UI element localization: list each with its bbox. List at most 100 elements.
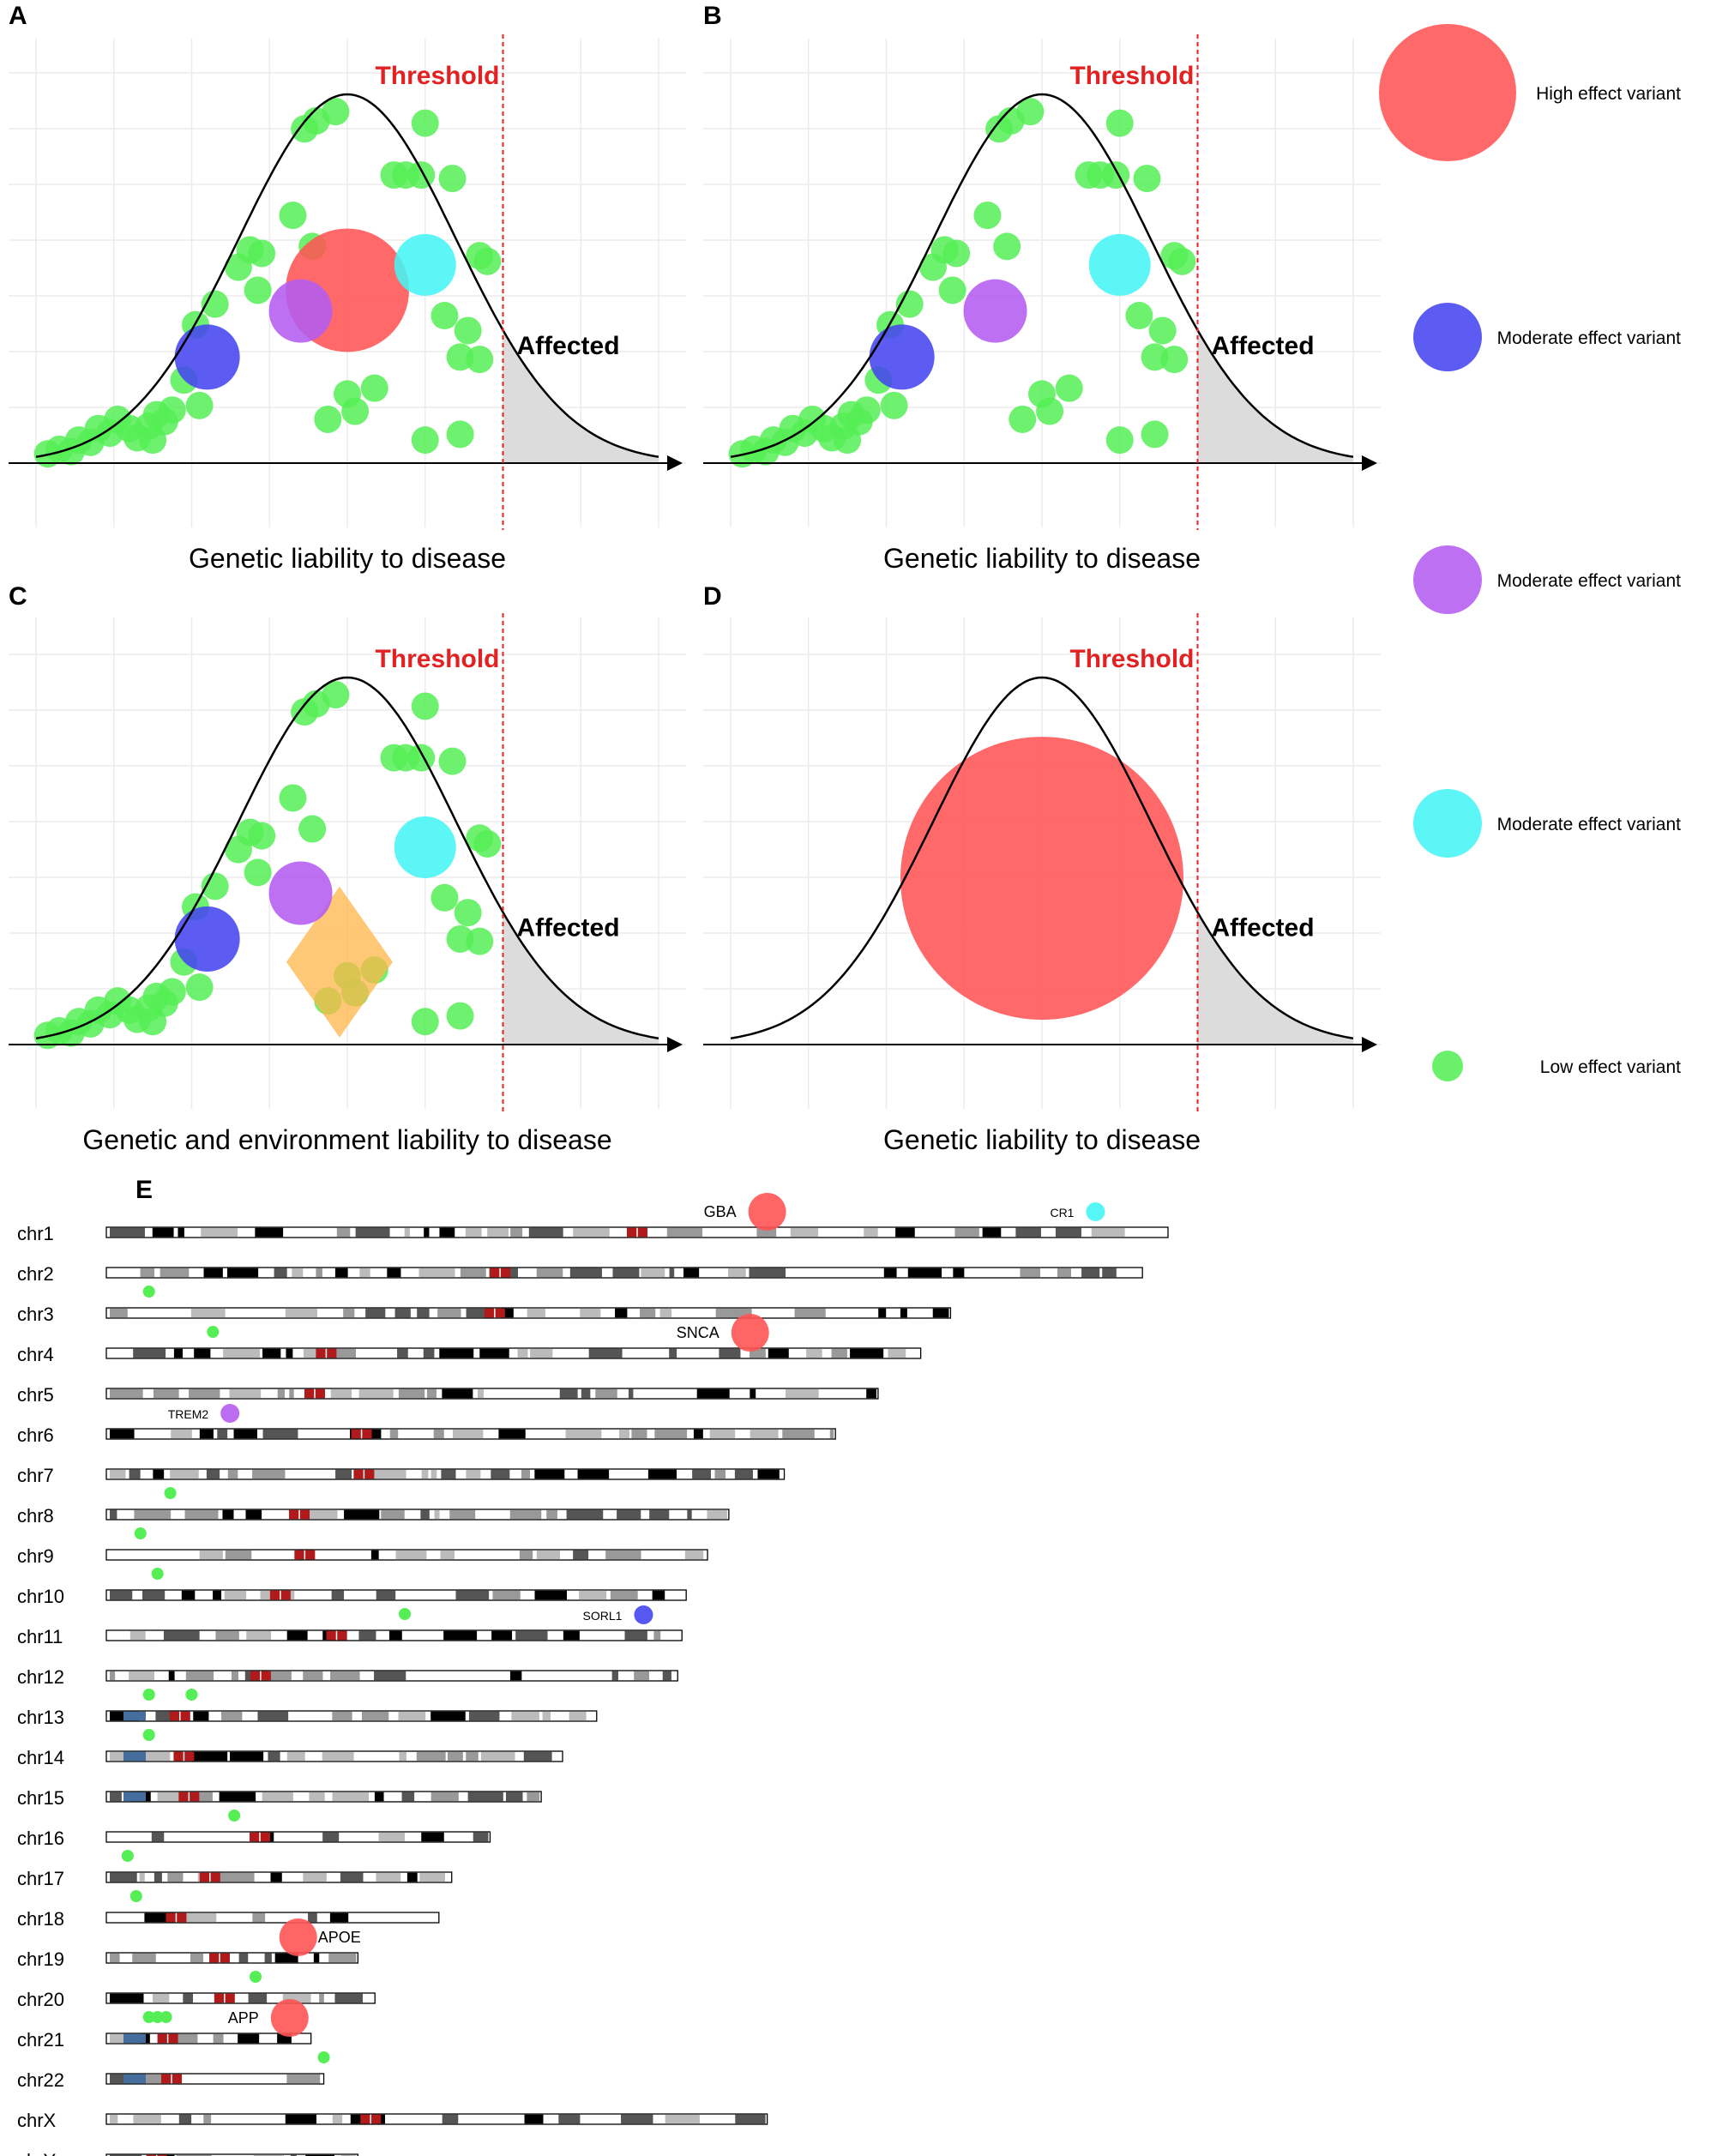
chromosome-band xyxy=(434,1509,440,1520)
chromosome-chr21: chr21 xyxy=(17,2029,312,2051)
chromosome-band xyxy=(285,1308,318,1318)
chromosome-band xyxy=(129,1469,141,1479)
chromosome-label: chr5 xyxy=(17,1384,54,1406)
chromosome-band xyxy=(785,1388,819,1399)
chromosome-band xyxy=(374,1792,384,1802)
low-effect-gene-marker xyxy=(151,1568,164,1580)
chromosome-band xyxy=(715,1308,752,1318)
chromosome-band xyxy=(466,1751,479,1762)
chromosome-label: chr6 xyxy=(17,1424,54,1446)
chromosome-band xyxy=(669,1348,677,1358)
chromosome-band xyxy=(653,1630,661,1641)
threshold-label: Threshold xyxy=(1069,62,1194,90)
chromosome-band xyxy=(404,1227,410,1238)
chromosome-label: chr1 xyxy=(17,1223,54,1244)
low-effect-variant-dot xyxy=(158,978,186,1006)
chromosome-band xyxy=(399,1751,406,1762)
chromosome-band xyxy=(418,1268,455,1278)
affected-label: Affected xyxy=(517,914,620,942)
chromosome-band xyxy=(255,1227,284,1238)
chromosome-band xyxy=(191,1751,228,1762)
chromosome-band xyxy=(110,1590,133,1600)
chromosome-band xyxy=(719,1348,741,1358)
chromosome-chr1: chr1 xyxy=(17,1223,1169,1244)
chromosome-band xyxy=(524,2114,544,2124)
affected-tail-area xyxy=(503,330,659,463)
gene-sorl1: SORL1 xyxy=(583,1605,653,1624)
chromosome-band xyxy=(449,1509,476,1520)
chromosome-band xyxy=(173,1348,184,1358)
chromosome-band xyxy=(154,1872,162,1882)
gene-label: APP xyxy=(228,2009,259,2027)
chromosome-band xyxy=(790,1227,819,1238)
chromosome-band xyxy=(238,1953,249,1963)
chromosome-label: chr12 xyxy=(17,1666,64,1688)
chromosome-band xyxy=(319,1993,324,2003)
panel-letter: C xyxy=(9,582,27,611)
gene-marker xyxy=(731,1314,769,1352)
chromosome-band xyxy=(332,2114,343,2124)
chromosome-band xyxy=(186,1912,217,1923)
chromosome-band xyxy=(528,1227,563,1238)
low-effect-variant-dot xyxy=(1105,109,1134,137)
low-effect-variant-dot xyxy=(185,973,214,1002)
purple-effect-variant xyxy=(268,279,333,343)
affected-tail-area xyxy=(503,912,659,1045)
legend-item: Moderate effect variant xyxy=(1413,789,1681,858)
chromosome-band xyxy=(277,2033,292,2044)
chromosome-band xyxy=(696,1388,730,1399)
chromosome-band xyxy=(621,2114,653,2124)
low-effect-variant-dot xyxy=(411,109,439,137)
low-effect-variant-dot xyxy=(314,405,342,433)
chromosome-band xyxy=(153,1993,170,2003)
low-effect-variant-dot xyxy=(834,426,862,455)
low-effect-variant-dot xyxy=(322,681,350,709)
chromosome-band xyxy=(257,1711,289,1721)
gene-label: SNCA xyxy=(677,1324,720,1341)
gene-marker xyxy=(748,1193,786,1231)
gene-label: GBA xyxy=(704,1203,737,1220)
chromosome-band xyxy=(286,2074,321,2084)
chromosome-band xyxy=(527,1308,545,1318)
chromosome-band xyxy=(517,1348,528,1358)
redbig-effect-variant xyxy=(900,737,1183,1021)
low-effect-gene-marker xyxy=(250,1971,262,1983)
chromosome-band xyxy=(336,1227,351,1238)
chromosome-chr18: chr18 xyxy=(17,1908,440,1930)
low-effect-variant-dot xyxy=(279,202,307,230)
low-effect-variant-dot xyxy=(158,396,186,425)
chromosome-band xyxy=(491,1469,510,1479)
chromosome-band xyxy=(749,1268,786,1278)
chromosome-chr9: chr9 xyxy=(17,1545,708,1567)
low-effect-gene-marker xyxy=(142,2011,155,2023)
chromosome-band xyxy=(217,1429,228,1439)
chromosome-band xyxy=(330,1388,352,1399)
chromosome-band xyxy=(515,1630,548,1641)
chromosome-band xyxy=(683,1268,700,1278)
chromosome-band xyxy=(110,1227,145,1238)
low-effect-gene-marker xyxy=(160,2011,172,2023)
chromosome-label: chr2 xyxy=(17,1263,54,1285)
chromosome-band xyxy=(316,1268,322,1278)
chromosome-band xyxy=(376,1590,396,1600)
chromosome-band xyxy=(153,1469,165,1479)
chromosome-band xyxy=(133,2114,161,2124)
chromosome-band xyxy=(306,1509,338,1520)
low-effect-variant-dot xyxy=(454,316,482,345)
chromosome-band xyxy=(246,1630,272,1641)
low-effect-variant-dot xyxy=(446,420,474,449)
chromosome-band xyxy=(487,1227,509,1238)
low-effect-variant-dot xyxy=(430,302,459,329)
chromosome-label: chr22 xyxy=(17,2069,64,2091)
threshold-label: Threshold xyxy=(375,62,499,90)
chromosome-chr20: chr20 xyxy=(17,1989,376,2010)
chromosome-band xyxy=(340,1872,364,1882)
chromosome-band xyxy=(110,1953,120,1963)
gene-label: SORL1 xyxy=(583,1609,623,1623)
chromosome-band xyxy=(579,1590,607,1600)
chromosome-band xyxy=(878,1308,887,1318)
chromosome-band xyxy=(203,2114,212,2124)
chromosome-band xyxy=(569,1711,587,1721)
x-axis-arrow xyxy=(1362,455,1377,471)
